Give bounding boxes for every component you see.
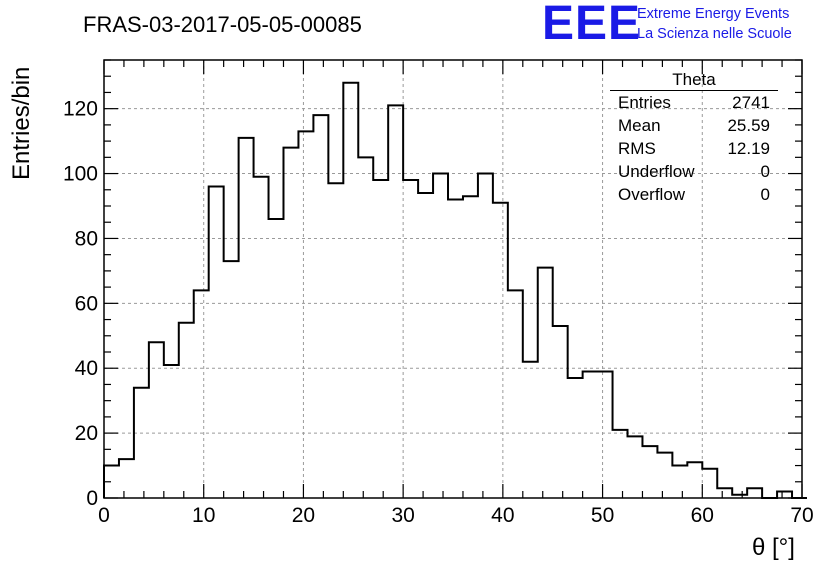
logo-line-1: Extreme Energy Events xyxy=(637,6,790,22)
stats-row: Entries 2741 xyxy=(610,91,778,114)
stats-value: 12.19 xyxy=(727,139,770,158)
x-tick-label: 30 xyxy=(391,504,414,527)
x-tick-label: 40 xyxy=(491,504,514,527)
stats-value: 0 xyxy=(760,185,770,204)
y-tick-label: 0 xyxy=(86,487,98,510)
stats-label: Entries xyxy=(618,93,671,112)
y-tick-label: 100 xyxy=(63,163,98,186)
x-tick-label: 20 xyxy=(292,504,315,527)
stats-value: 2741 xyxy=(732,93,770,112)
x-tick-label: 10 xyxy=(192,504,215,527)
y-tick-label: 40 xyxy=(75,357,98,380)
stats-row: Overflow 0 xyxy=(610,183,778,206)
y-tick-label: 120 xyxy=(63,98,98,121)
x-tick-label: 60 xyxy=(691,504,714,527)
logo-line-2: La Scienza nelle Scuole xyxy=(637,26,792,42)
y-tick-label: 20 xyxy=(75,422,98,445)
chart-title: FRAS-03-2017-05-05-00085 xyxy=(83,12,362,37)
stats-row: Underflow 0 xyxy=(610,160,778,183)
stats-label: Overflow xyxy=(618,185,686,204)
stats-value: 25.59 xyxy=(727,116,770,135)
stats-value: 0 xyxy=(760,162,770,181)
plot-frame xyxy=(103,59,803,499)
y-tick-label: 60 xyxy=(75,292,98,315)
eee-logo: EEE xyxy=(542,0,642,50)
histogram-series xyxy=(103,81,807,499)
x-axis-label: θ [°] xyxy=(752,534,795,561)
stats-box: Theta Entries 2741 Mean 25.59 RMS 12.19 Und… xyxy=(610,70,778,206)
stats-row: Mean 25.59 xyxy=(610,114,778,137)
y-tick-label: 80 xyxy=(75,227,98,250)
stats-row: RMS 12.19 xyxy=(610,137,778,160)
stats-label: Mean xyxy=(618,116,661,135)
y-axis-label: Entries/bin xyxy=(8,66,35,180)
x-tick-label: 70 xyxy=(790,504,813,527)
stats-label: RMS xyxy=(618,139,656,158)
x-tick-label: 50 xyxy=(591,504,614,527)
stats-label: Underflow xyxy=(618,162,695,181)
stats-title: Theta xyxy=(610,70,778,91)
x-tick-label: 0 xyxy=(98,504,110,527)
